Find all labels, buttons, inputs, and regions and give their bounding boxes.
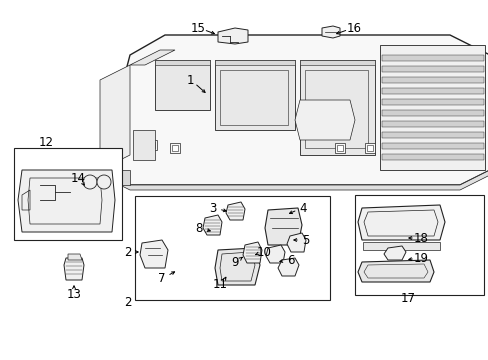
Circle shape bbox=[83, 175, 97, 189]
Polygon shape bbox=[357, 205, 444, 240]
Text: 1: 1 bbox=[186, 73, 193, 86]
Polygon shape bbox=[100, 35, 488, 185]
Bar bbox=[135, 196, 329, 300]
Bar bbox=[147, 140, 157, 150]
Polygon shape bbox=[381, 143, 483, 149]
Polygon shape bbox=[381, 88, 483, 94]
Polygon shape bbox=[381, 77, 483, 83]
Text: 13: 13 bbox=[66, 288, 81, 302]
Polygon shape bbox=[362, 242, 439, 250]
Text: 12: 12 bbox=[39, 136, 53, 149]
Text: 11: 11 bbox=[212, 279, 227, 292]
Polygon shape bbox=[294, 100, 354, 140]
Polygon shape bbox=[215, 60, 294, 65]
Polygon shape bbox=[381, 132, 483, 138]
Polygon shape bbox=[130, 50, 175, 65]
Text: 2: 2 bbox=[124, 296, 131, 309]
Polygon shape bbox=[155, 60, 209, 110]
Bar bbox=[149, 142, 155, 148]
Polygon shape bbox=[381, 154, 483, 160]
Polygon shape bbox=[68, 254, 82, 260]
Bar bbox=[170, 143, 180, 153]
Polygon shape bbox=[133, 130, 155, 160]
Polygon shape bbox=[278, 258, 298, 276]
Polygon shape bbox=[218, 28, 247, 44]
Polygon shape bbox=[100, 65, 130, 170]
Polygon shape bbox=[215, 60, 294, 130]
Text: 15: 15 bbox=[190, 22, 205, 35]
Circle shape bbox=[97, 175, 111, 189]
Polygon shape bbox=[381, 121, 483, 127]
Text: 6: 6 bbox=[286, 253, 294, 266]
Polygon shape bbox=[265, 245, 285, 263]
Text: 10: 10 bbox=[256, 246, 271, 258]
Text: 14: 14 bbox=[70, 171, 85, 184]
Polygon shape bbox=[381, 110, 483, 116]
Polygon shape bbox=[18, 170, 115, 232]
Text: 17: 17 bbox=[400, 292, 415, 305]
Text: 2: 2 bbox=[124, 246, 131, 258]
Polygon shape bbox=[299, 60, 374, 155]
Polygon shape bbox=[225, 202, 244, 220]
Polygon shape bbox=[381, 55, 483, 61]
Polygon shape bbox=[379, 45, 484, 170]
Polygon shape bbox=[100, 170, 488, 190]
Text: 16: 16 bbox=[346, 22, 361, 35]
Polygon shape bbox=[140, 240, 168, 268]
Polygon shape bbox=[299, 60, 374, 65]
Polygon shape bbox=[381, 66, 483, 72]
Text: 9: 9 bbox=[231, 256, 238, 269]
Polygon shape bbox=[286, 233, 305, 252]
Text: 18: 18 bbox=[413, 231, 427, 244]
Bar bbox=[172, 145, 178, 151]
Polygon shape bbox=[381, 99, 483, 105]
Polygon shape bbox=[100, 170, 130, 185]
Bar bbox=[364, 143, 374, 153]
Polygon shape bbox=[383, 246, 405, 260]
Bar bbox=[14, 148, 122, 240]
Polygon shape bbox=[64, 258, 84, 280]
Bar bbox=[336, 145, 342, 151]
Text: 4: 4 bbox=[299, 202, 306, 215]
Polygon shape bbox=[215, 248, 260, 285]
Text: 3: 3 bbox=[209, 202, 216, 215]
Polygon shape bbox=[243, 242, 262, 263]
Text: 19: 19 bbox=[413, 252, 427, 265]
Polygon shape bbox=[321, 26, 339, 38]
Polygon shape bbox=[155, 60, 209, 65]
Bar bbox=[334, 143, 345, 153]
Text: 8: 8 bbox=[195, 221, 202, 234]
Text: 5: 5 bbox=[302, 234, 309, 247]
Polygon shape bbox=[203, 215, 222, 235]
Bar bbox=[366, 145, 372, 151]
Polygon shape bbox=[264, 208, 302, 245]
Text: 7: 7 bbox=[158, 271, 165, 284]
Bar bbox=[354, 195, 483, 295]
Polygon shape bbox=[357, 260, 433, 282]
